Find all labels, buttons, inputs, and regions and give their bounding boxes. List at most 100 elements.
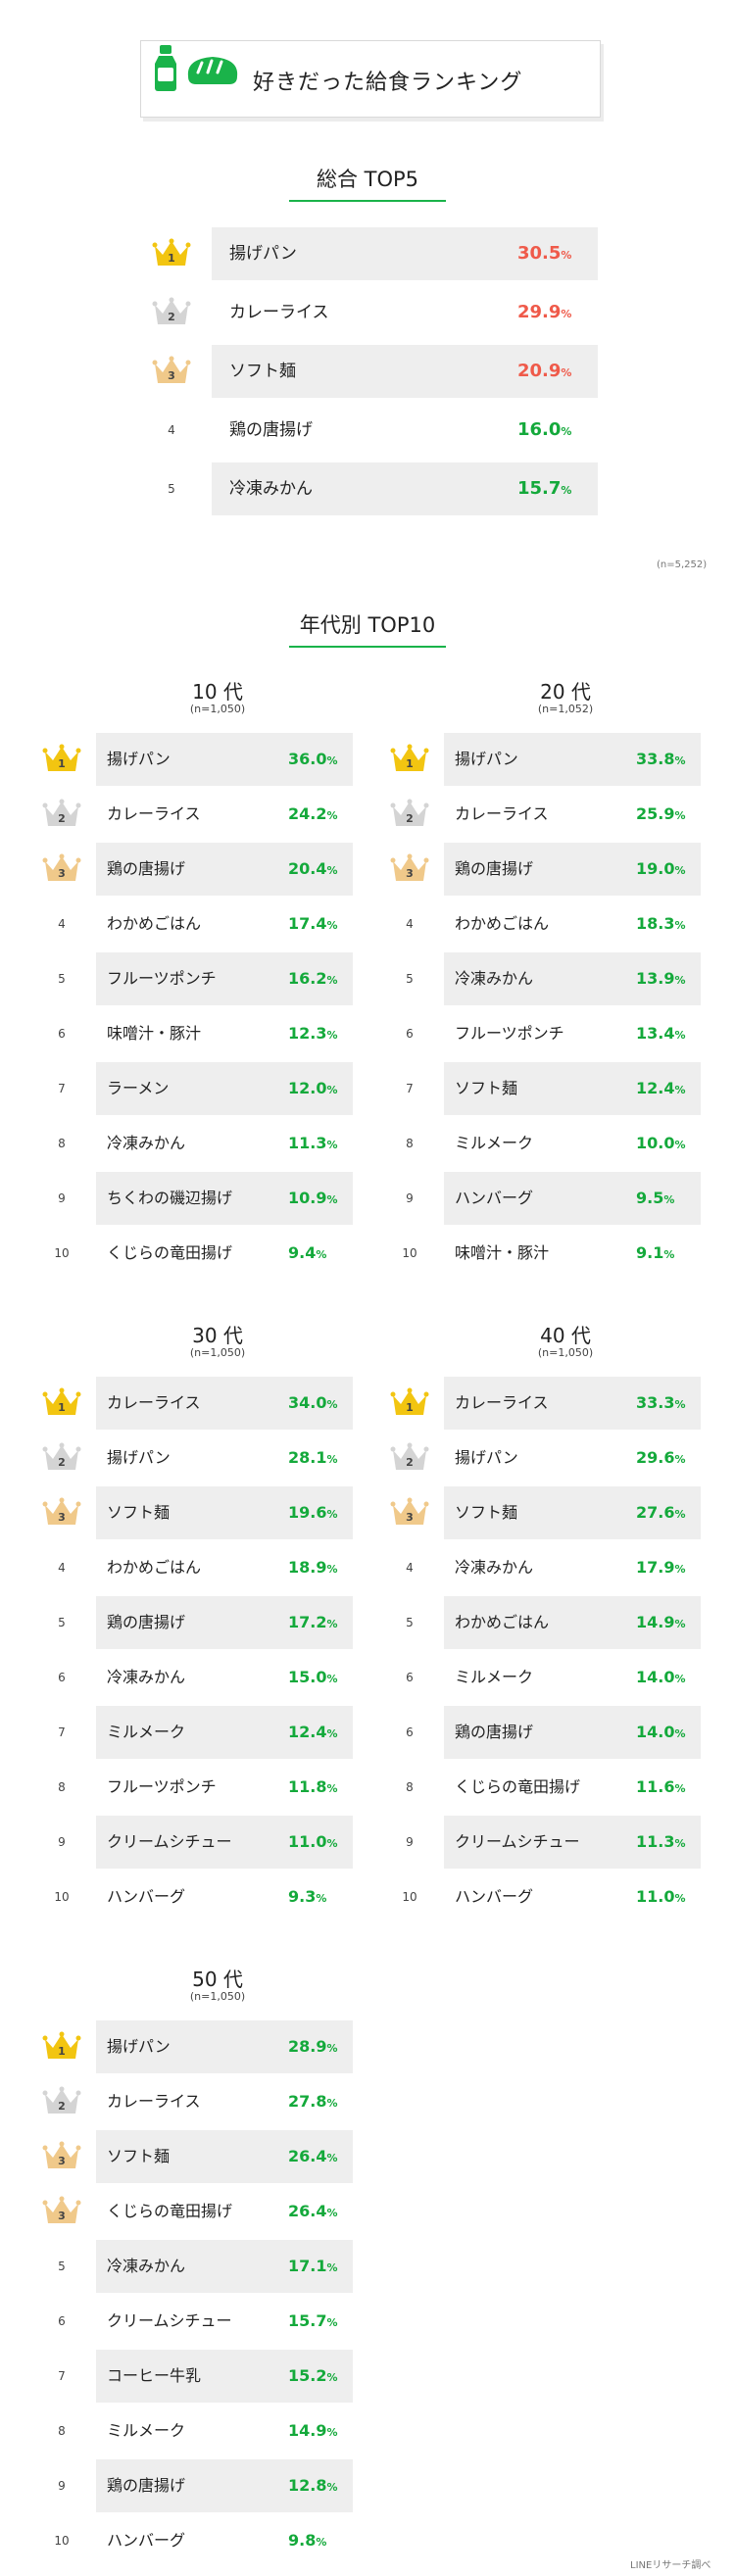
value-unit: % bbox=[316, 1248, 327, 1261]
value-number: 15.0 bbox=[288, 1668, 327, 1686]
row-background bbox=[96, 1816, 353, 1869]
rank-number: 4 bbox=[58, 917, 66, 931]
item-value: 12.3% bbox=[288, 1007, 338, 1062]
item-name: カレーライス bbox=[107, 804, 201, 823]
value-number: 12.3 bbox=[288, 1024, 327, 1043]
rank-number: 7 bbox=[58, 1725, 66, 1739]
row-background bbox=[96, 1172, 353, 1225]
value-number: 28.1 bbox=[288, 1448, 327, 1467]
item-name: 揚げパン bbox=[455, 1448, 518, 1467]
value-number: 18.3 bbox=[636, 914, 675, 933]
rank-number: 8 bbox=[406, 1137, 414, 1150]
table-row: 4 わかめごはん 17.4% bbox=[42, 898, 356, 950]
item-name: 揚げパン bbox=[107, 1448, 171, 1467]
rank-number: 9 bbox=[58, 1835, 66, 1849]
value-unit: % bbox=[674, 1139, 686, 1151]
item-name: 冷凍みかん bbox=[229, 479, 313, 499]
item-value: 9.4% bbox=[288, 1227, 326, 1282]
age-group-sample-size: (n=1,050) bbox=[189, 703, 246, 715]
row-background bbox=[96, 1377, 353, 1430]
item-name: クリームシチュー bbox=[107, 1832, 232, 1851]
value-unit: % bbox=[561, 425, 572, 438]
value-unit: % bbox=[674, 1673, 686, 1685]
table-row: 2 カレーライス 24.2% bbox=[42, 788, 356, 841]
item-value: 29.9% bbox=[517, 286, 571, 341]
table-row: 10 味噌汁・豚汁 9.1% bbox=[390, 1227, 704, 1280]
row-background bbox=[96, 2459, 353, 2512]
rank-number: 7 bbox=[58, 1082, 66, 1095]
row-background bbox=[444, 1486, 701, 1539]
item-value: 12.0% bbox=[288, 1062, 338, 1117]
table-row: 5 冷凍みかん 13.9% bbox=[390, 952, 704, 1005]
value-unit: % bbox=[326, 1673, 338, 1685]
overall-section-title: 総合 TOP5 bbox=[316, 168, 419, 191]
row-background bbox=[96, 843, 353, 896]
item-value: 13.4% bbox=[636, 1007, 686, 1062]
value-unit: % bbox=[561, 308, 572, 320]
value-unit: % bbox=[326, 2481, 338, 2494]
value-unit: % bbox=[326, 2316, 338, 2329]
bronze-crown-icon: 3 bbox=[42, 1497, 81, 1528]
value-unit: % bbox=[326, 2371, 338, 2384]
item-name: 鶏の唐揚げ bbox=[107, 2476, 186, 2495]
silver-crown-icon: 2 bbox=[42, 799, 81, 829]
row-background bbox=[96, 1596, 353, 1649]
gold-crown-icon: 1 bbox=[42, 1387, 81, 1418]
item-value: 9.1% bbox=[636, 1227, 674, 1282]
rank-number: 3 bbox=[168, 369, 175, 382]
rank-number: 7 bbox=[58, 2369, 66, 2383]
table-row: 4 冷凍みかん 17.9% bbox=[390, 1541, 704, 1594]
value-unit: % bbox=[663, 1193, 675, 1206]
value-unit: % bbox=[326, 1398, 338, 1411]
table-row: 8 ミルメーク 10.0% bbox=[390, 1117, 704, 1170]
gold-crown-icon: 1 bbox=[42, 744, 81, 774]
value-number: 27.6 bbox=[636, 1503, 675, 1522]
table-row: 10 ハンバーグ 11.0% bbox=[390, 1871, 704, 1923]
item-name: 冷凍みかん bbox=[107, 1668, 186, 1686]
item-value: 17.4% bbox=[288, 898, 338, 952]
item-value: 15.2% bbox=[288, 2350, 338, 2405]
age-group-title: 40 代 bbox=[540, 1324, 591, 1347]
item-name: クリームシチュー bbox=[107, 2311, 232, 2330]
row-background bbox=[444, 1172, 701, 1225]
rank-number: 1 bbox=[168, 252, 175, 265]
rank-number: 5 bbox=[406, 972, 414, 986]
item-value: 25.9% bbox=[636, 788, 686, 843]
value-number: 26.4 bbox=[288, 2202, 327, 2220]
item-name: フルーツポンチ bbox=[455, 1024, 564, 1043]
value-unit: % bbox=[326, 1727, 338, 1740]
rank-number: 2 bbox=[406, 1456, 414, 1469]
value-number: 15.7 bbox=[288, 2311, 327, 2330]
row-background bbox=[444, 1377, 701, 1430]
item-value: 11.3% bbox=[636, 1816, 686, 1871]
age-title-underline bbox=[289, 646, 446, 648]
table-row: 1 揚げパン 30.5% bbox=[137, 227, 598, 280]
item-name: カレーライス bbox=[455, 1393, 549, 1412]
item-name: カレーライス bbox=[107, 1393, 201, 1412]
table-row: 3 鶏の唐揚げ 19.0% bbox=[390, 843, 704, 896]
item-name: くじらの竜田揚げ bbox=[107, 2202, 233, 2220]
value-number: 12.4 bbox=[288, 1723, 327, 1741]
item-value: 15.7% bbox=[288, 2295, 338, 2350]
table-row: 3 ソフト麺 19.6% bbox=[42, 1486, 356, 1539]
value-number: 25.9 bbox=[636, 804, 675, 823]
row-background bbox=[444, 1596, 701, 1649]
item-value: 27.8% bbox=[288, 2075, 338, 2130]
value-number: 9.1 bbox=[636, 1243, 664, 1262]
value-unit: % bbox=[326, 1453, 338, 1466]
table-row: 3 ソフト麺 27.6% bbox=[390, 1486, 704, 1539]
value-unit: % bbox=[674, 1837, 686, 1850]
table-row: 8 ミルメーク 14.9% bbox=[42, 2405, 356, 2457]
value-unit: % bbox=[561, 249, 572, 262]
age-group-title: 50 代 bbox=[192, 1968, 243, 1991]
item-name: ソフト麺 bbox=[107, 1503, 171, 1522]
row-background bbox=[444, 952, 701, 1005]
rank-number: 5 bbox=[58, 2260, 66, 2273]
value-number: 36.0 bbox=[288, 750, 327, 768]
item-name: 冷凍みかん bbox=[455, 969, 534, 988]
item-value: 29.6% bbox=[636, 1432, 686, 1486]
row-background bbox=[96, 2350, 353, 2403]
item-value: 10.9% bbox=[288, 1172, 338, 1227]
table-row: 8 冷凍みかん 11.3% bbox=[42, 1117, 356, 1170]
rank-number: 4 bbox=[406, 917, 414, 931]
